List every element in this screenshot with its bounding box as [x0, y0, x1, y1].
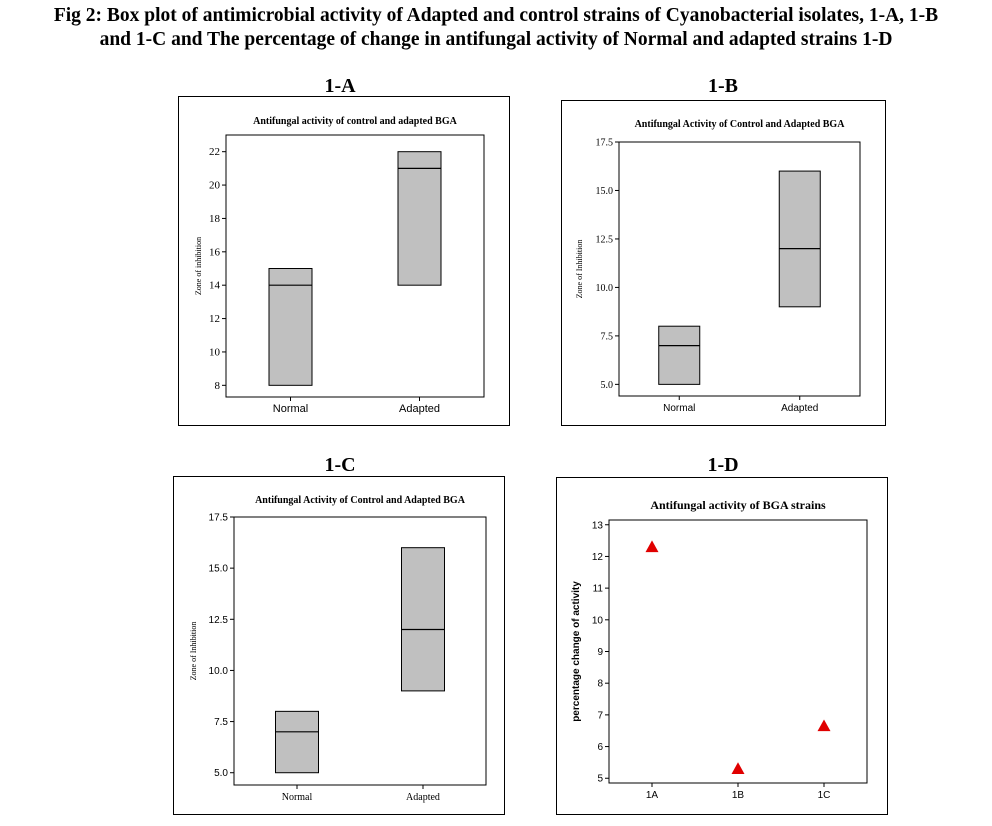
x-tick-label: 1B — [732, 790, 745, 801]
y-axis-label: percentage change of activity — [571, 581, 582, 722]
y-tick-label: 13 — [592, 520, 604, 531]
box-normal — [268, 268, 313, 386]
y-tick-label: 6 — [597, 742, 603, 753]
y-tick-label: 10.0 — [209, 666, 229, 677]
chart-title: Antifungal activity of control and adapt… — [253, 116, 457, 127]
box-plot-1a: Antifungal activity of control and adapt… — [194, 116, 485, 415]
box-adapted — [778, 170, 821, 308]
x-tick-label: Adapted — [399, 403, 440, 415]
figure-caption: Fig 2: Box plot of antimicrobial activit… — [0, 4, 992, 52]
y-tick-label: 18 — [209, 213, 221, 225]
plot-area-frame — [608, 519, 868, 784]
y-tick-label: 14 — [209, 280, 221, 292]
y-axis-label: Zone of Inhibition — [189, 622, 198, 681]
scatter-plot-1d: Antifungal activity of BGA strains 5 6 7 8 9 1… — [571, 498, 868, 801]
y-tick-label: 17.5 — [596, 138, 614, 149]
y-tick-label: 20 — [209, 180, 221, 192]
x-tick-label: 1C — [818, 790, 831, 801]
chart-panel-1c: Antifungal Activity of Control and Adapt… — [173, 476, 505, 815]
y-tick-label: 11 — [593, 584, 604, 595]
y-tick-label: 5.0 — [214, 768, 228, 779]
y-tick-label: 15.0 — [209, 564, 229, 575]
box-normal — [658, 325, 701, 385]
chart-title: Antifungal Activity of Control and Adapt… — [635, 119, 846, 130]
x-tick-label: 1A — [646, 790, 659, 801]
y-axis-label: Zone of inhibition — [194, 237, 203, 295]
x-tick-label: Normal — [663, 403, 695, 414]
chart-panel-1d: Antifungal activity of BGA strains 5 6 7 8 9 1… — [556, 477, 888, 815]
y-axis-label: Zone of Inhibition — [575, 240, 584, 299]
panel-label-1d: 1-D — [707, 454, 739, 476]
y-tick-label: 12.5 — [596, 234, 614, 245]
y-tick-label: 17.5 — [209, 513, 229, 524]
box-plot-1c: Antifungal Activity of Control and Adapt… — [189, 495, 487, 803]
triangle-marker-1c — [817, 719, 831, 732]
panel-label-1a: 1-A — [324, 75, 356, 97]
x-tick-label: Normal — [282, 792, 313, 803]
y-tick-label: 9 — [597, 647, 603, 658]
y-tick-label: 10 — [592, 615, 604, 626]
y-tick-label: 10 — [209, 346, 221, 358]
plot-area-frame — [225, 134, 485, 398]
y-tick-label: 8 — [215, 380, 221, 392]
triangle-marker-1a — [645, 540, 659, 553]
chart-title: Antifungal activity of BGA strains — [650, 498, 826, 512]
plot-area-frame — [618, 141, 861, 397]
chart-panel-1a: Antifungal activity of control and adapt… — [178, 96, 510, 426]
x-tick-label: Adapted — [781, 403, 818, 414]
chart-panel-1b: Antifungal Activity of Control and Adapt… — [561, 100, 886, 426]
box-adapted — [401, 547, 445, 692]
y-tick-label: 22 — [209, 146, 220, 158]
y-tick-label: 5.0 — [601, 380, 614, 391]
plot-area-frame — [233, 516, 487, 786]
y-tick-label: 5 — [597, 774, 603, 785]
figure-caption-line-1: Fig 2: Box plot of antimicrobial activit… — [53, 5, 939, 26]
y-tick-label: 7.5 — [601, 331, 614, 342]
y-tick-label: 7.5 — [214, 717, 228, 728]
panel-label-1b: 1-B — [708, 75, 738, 97]
y-tick-label: 7 — [597, 710, 603, 721]
box-normal — [275, 710, 319, 774]
y-tick-label: 8 — [597, 679, 603, 690]
box-adapted — [397, 151, 442, 286]
x-tick-label: Normal — [273, 403, 308, 415]
triangle-marker-1b — [731, 762, 745, 774]
x-tick-label: Adapted — [406, 792, 440, 803]
panel-label-1c: 1-C — [324, 454, 356, 476]
y-tick-label: 15.0 — [596, 186, 614, 197]
chart-title: Antifungal Activity of Control and Adapt… — [255, 495, 466, 506]
y-tick-label: 16 — [209, 246, 221, 258]
box-plot-1b: Antifungal Activity of Control and Adapt… — [575, 119, 861, 414]
y-tick-label: 10.0 — [596, 283, 614, 294]
y-tick-label: 12 — [592, 552, 604, 563]
y-tick-label: 12 — [209, 313, 220, 325]
figure-caption-line-2: and 1-C and The percentage of change in … — [99, 29, 893, 50]
y-tick-label: 12.5 — [209, 615, 229, 626]
